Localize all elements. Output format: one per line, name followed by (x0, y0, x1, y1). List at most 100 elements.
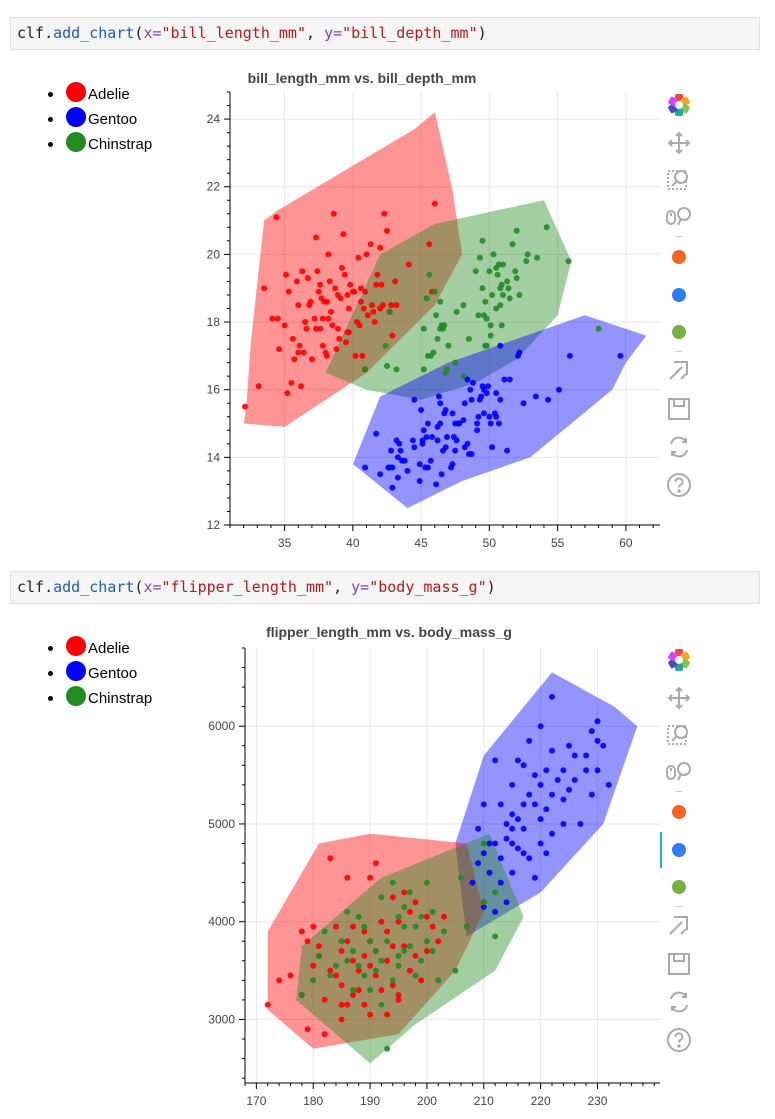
point-gentoo (437, 400, 444, 407)
hover-green-icon[interactable] (664, 872, 694, 902)
point-gentoo (467, 386, 474, 393)
point-adelie (336, 335, 343, 342)
point-chinstrap (513, 227, 520, 234)
point-chinstrap (429, 948, 436, 954)
point-adelie (372, 860, 379, 867)
point-gentoo (520, 762, 527, 769)
point-adelie (295, 349, 302, 356)
point-gentoo (464, 440, 471, 447)
box-zoom-icon[interactable] (664, 165, 694, 195)
point-gentoo (493, 413, 500, 420)
point-adelie (384, 1011, 391, 1018)
point-gentoo (497, 879, 504, 886)
point-adelie (283, 271, 289, 278)
point-adelie (304, 275, 311, 282)
code-y-keyword: y= (351, 578, 370, 596)
pan-icon[interactable] (664, 128, 694, 158)
point-adelie (276, 346, 283, 353)
save-icon[interactable] (664, 394, 694, 424)
point-chinstrap (465, 335, 472, 342)
help-icon[interactable] (664, 470, 694, 500)
hover-red-icon[interactable] (664, 242, 694, 272)
point-chinstrap (386, 308, 393, 315)
point-gentoo (489, 444, 496, 451)
chart-flipper-vs-mass[interactable]: 170 180 190 200 210 220 230 3000 4000 5000 6000 fli… (0, 554, 665, 1119)
legend-item-adelie: Adelie (48, 82, 152, 107)
point-chinstrap (362, 366, 369, 373)
point-gentoo (427, 457, 434, 464)
point-adelie (315, 943, 322, 950)
y-tick-label: 16 (207, 383, 221, 397)
point-chinstrap (367, 938, 374, 945)
point-gentoo (480, 801, 487, 808)
bokeh-logo-icon[interactable] (664, 90, 694, 120)
point-chinstrap (327, 972, 334, 979)
y-tick-label: 14 (207, 450, 221, 464)
hover-blue-icon[interactable] (664, 835, 694, 865)
point-chinstrap (482, 342, 489, 349)
point-gentoo (504, 447, 511, 454)
point-chinstrap (389, 879, 396, 886)
code-y-value: "body_mass_g" (369, 578, 487, 596)
series-gentoo (362, 342, 624, 491)
help-icon[interactable] (664, 1025, 694, 1055)
point-gentoo (560, 796, 567, 803)
point-chinstrap (497, 302, 504, 309)
point-gentoo (520, 850, 527, 857)
toolbar-separator (676, 791, 682, 792)
code-cell-2[interactable]: clf.add_chart(x="flipper_length_mm", y="… (10, 571, 760, 604)
point-adelie (367, 962, 374, 969)
point-adelie (343, 339, 349, 346)
point-chinstrap (321, 928, 328, 935)
point-chinstrap (489, 292, 496, 298)
point-chinstrap (452, 359, 459, 366)
refresh-icon[interactable] (664, 987, 694, 1017)
point-chinstrap (441, 322, 448, 329)
hover-blue-icon[interactable] (664, 280, 694, 310)
point-gentoo (566, 352, 573, 359)
save-icon[interactable] (664, 949, 694, 979)
point-chinstrap (445, 342, 452, 349)
reset-tap-icon[interactable] (664, 910, 694, 940)
point-adelie (406, 908, 413, 915)
hover-red-icon[interactable] (664, 797, 694, 827)
point-adelie (344, 874, 351, 881)
point-chinstrap (435, 977, 442, 984)
point-adelie (285, 288, 292, 295)
box-zoom-icon[interactable] (664, 720, 694, 750)
hull-chinstrap (325, 200, 572, 400)
point-gentoo (475, 825, 482, 832)
pan-icon[interactable] (664, 683, 694, 713)
point-chinstrap (406, 889, 413, 896)
point-chinstrap (393, 366, 400, 373)
point-adelie (384, 957, 391, 964)
code-separator: , (306, 24, 325, 42)
legend-1: Adelie Gentoo Chinstrap (48, 82, 152, 157)
point-gentoo (514, 757, 521, 764)
point-gentoo (605, 781, 612, 788)
point-gentoo (434, 437, 441, 444)
wheel-zoom-icon[interactable] (664, 202, 694, 232)
point-adelie (384, 227, 390, 234)
point-adelie (340, 231, 347, 238)
point-adelie (359, 352, 366, 359)
point-adelie (388, 302, 395, 309)
reset-tap-icon[interactable] (664, 355, 694, 385)
point-gentoo (566, 786, 572, 793)
refresh-icon[interactable] (664, 432, 694, 462)
point-adelie (344, 292, 351, 298)
point-chinstrap (512, 268, 519, 275)
chart-bill-length-vs-depth[interactable]: 35 40 45 50 55 60 12 14 16 18 20 22 24 bill_length_mm… (0, 0, 665, 565)
point-chinstrap (418, 957, 425, 964)
bullet (48, 92, 53, 97)
point-gentoo (411, 396, 418, 403)
point-gentoo (394, 474, 401, 481)
bokeh-logo-icon[interactable] (664, 645, 694, 675)
point-adelie (412, 952, 419, 959)
point-adelie (298, 928, 305, 935)
wheel-zoom-icon[interactable] (664, 757, 694, 787)
hover-green-icon[interactable] (664, 317, 694, 347)
point-adelie (371, 319, 378, 325)
point-gentoo (516, 349, 523, 356)
code-cell-1[interactable]: clf.add_chart(x="bill_length_mm", y="bil… (10, 17, 760, 50)
